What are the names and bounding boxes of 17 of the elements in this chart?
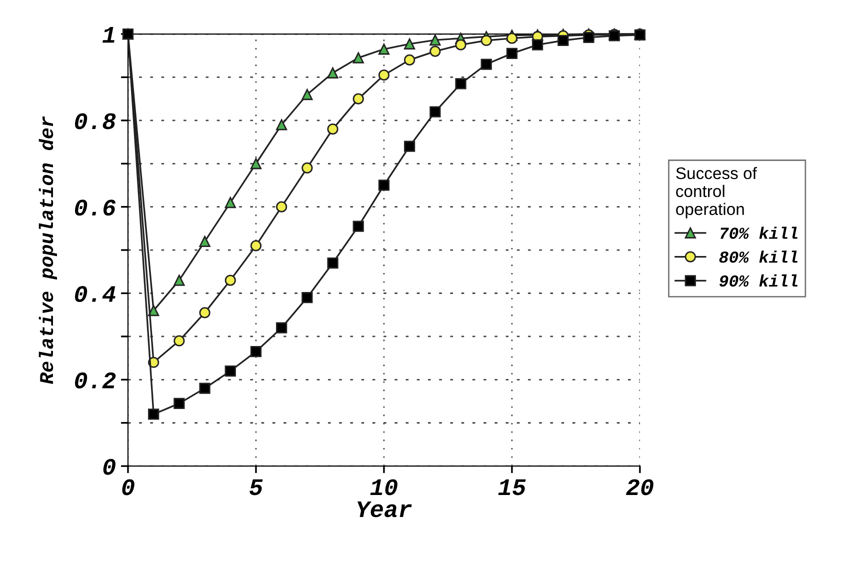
legend-label: 80% kill: [719, 250, 798, 263]
legend-label: 70% kill: [720, 226, 798, 239]
y-tick-label: 0.4: [74, 286, 116, 302]
y-axis-title: Relative population der: [38, 116, 57, 384]
y-tick-label: 1: [102, 27, 114, 43]
x-tick-label: 5: [250, 479, 263, 496]
y-tick-label: 0: [103, 458, 116, 475]
x-tick-label: 10: [370, 479, 398, 496]
x-tick-label: 15: [498, 479, 526, 496]
x-tick-label: 20: [626, 479, 654, 496]
x-tick-label: 0: [122, 479, 134, 496]
x-axis-title: Year: [357, 501, 412, 518]
legend-title: Success of control operation: [676, 166, 757, 218]
legend-label: 90% kill: [719, 274, 798, 287]
y-tick-label: 0.6: [74, 200, 116, 216]
y-tick-label: 0.2: [74, 372, 116, 388]
y-tick-label: 0.8: [74, 113, 116, 130]
